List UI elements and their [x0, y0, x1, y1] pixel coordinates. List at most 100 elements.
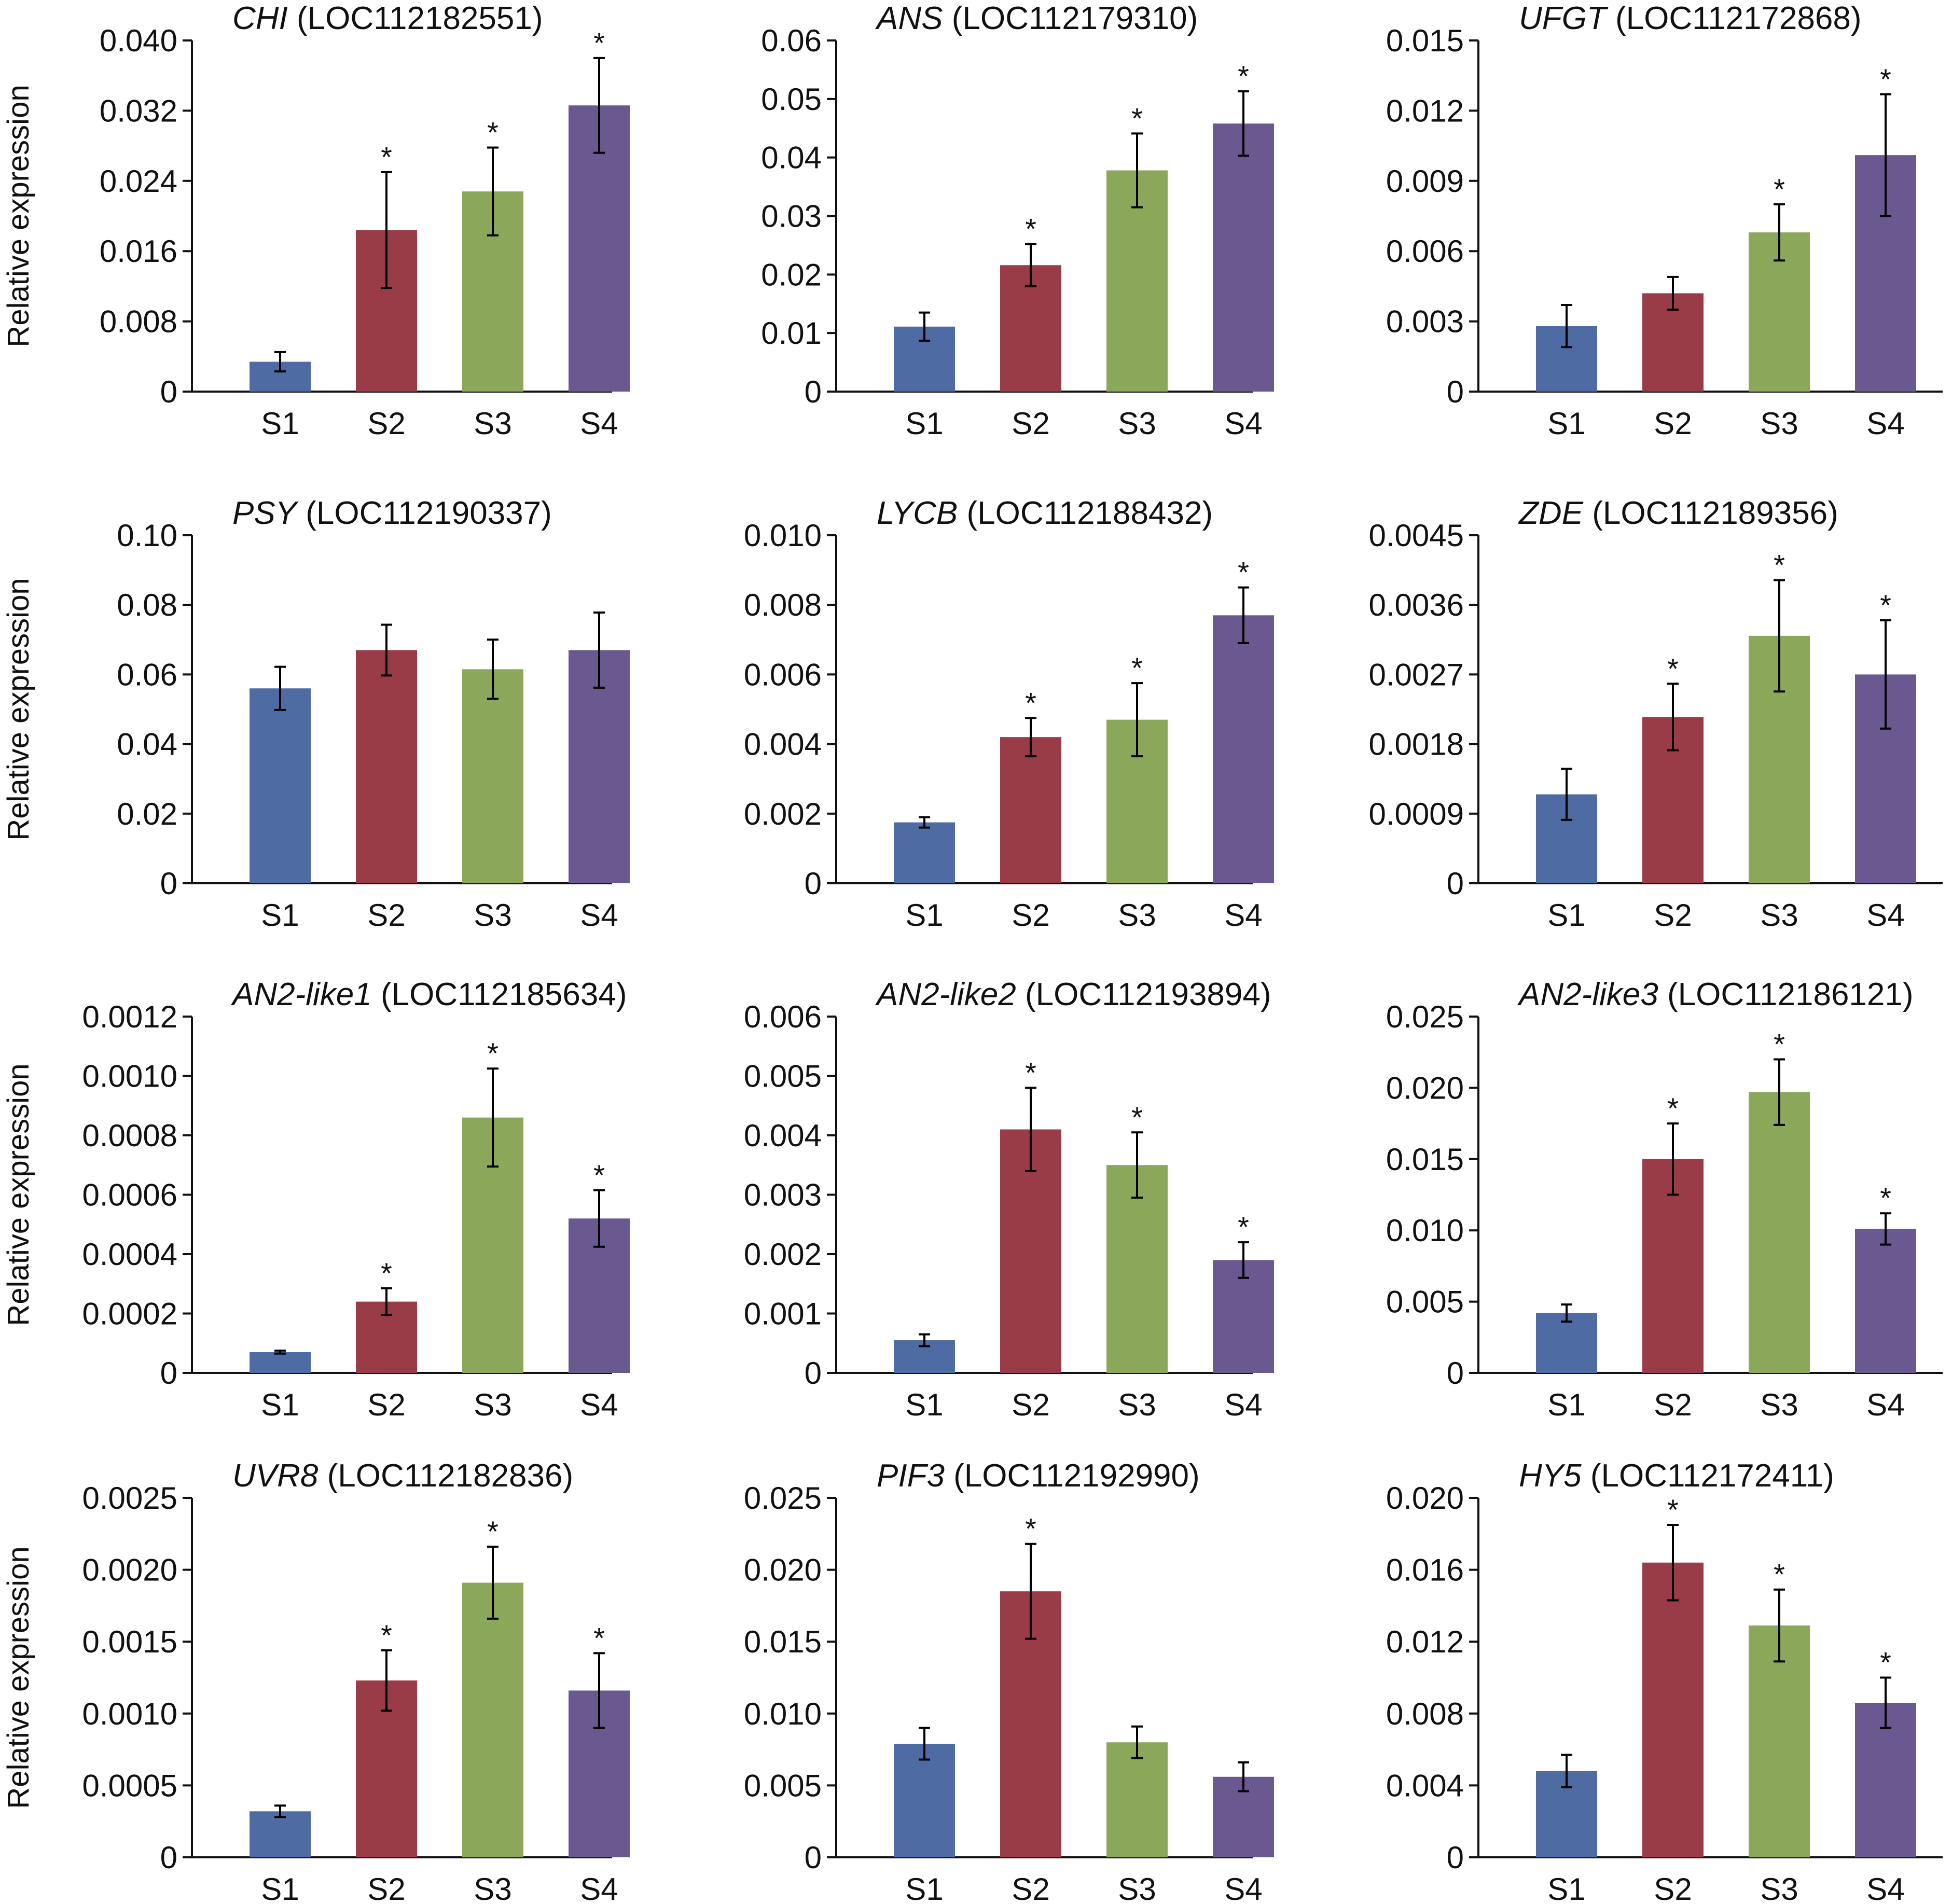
- bar-s2: [356, 650, 417, 883]
- bar-s3: [1749, 1625, 1810, 1857]
- x-tick-label: S4: [1224, 898, 1262, 933]
- significance-marker: *: [1774, 1558, 1785, 1591]
- y-tick-label: 0.0010: [82, 1059, 177, 1094]
- bar-s4: [1213, 615, 1274, 883]
- chart-title: PSY (LOC112190337): [232, 495, 552, 531]
- significance-marker: *: [1880, 1182, 1891, 1214]
- significance-marker: *: [1025, 686, 1036, 719]
- y-tick-label: 0.05: [761, 82, 822, 117]
- y-tick-label: 0.0004: [82, 1237, 177, 1272]
- chart-title-locus: (LOC112190337): [297, 495, 552, 531]
- chart-title: LYCB (LOC112188432): [877, 495, 1213, 531]
- y-tick-label: 0.0036: [1368, 588, 1464, 622]
- x-tick-label: S4: [580, 1872, 618, 1904]
- chart-panel-an2-like1: AN2-like1 (LOC112185634) Relative express…: [2, 977, 630, 1422]
- significance-marker: *: [1774, 1027, 1785, 1060]
- y-tick-label: 0.08: [117, 588, 177, 622]
- x-tick-label: S2: [1654, 1872, 1692, 1904]
- y-tick-label: 0.012: [1386, 93, 1464, 128]
- chart-title-gene: PIF3: [877, 1458, 945, 1494]
- x-tick-label: S1: [1547, 898, 1585, 933]
- x-tick-label: S2: [1012, 1387, 1049, 1422]
- significance-marker: *: [1238, 556, 1249, 589]
- y-tick-label: 0.016: [1386, 1553, 1464, 1588]
- x-tick-label: S3: [1760, 1872, 1798, 1904]
- x-tick-label: S1: [905, 1387, 943, 1422]
- y-tick-label: 0.001: [744, 1297, 822, 1331]
- x-tick-label: S4: [1866, 1872, 1904, 1904]
- y-tick-label: 0.06: [761, 23, 822, 58]
- y-tick-label: 0.010: [744, 1697, 822, 1731]
- x-tick-label: S2: [367, 1872, 405, 1904]
- y-tick-label: 0.0020: [82, 1553, 177, 1588]
- y-tick-label: 0.020: [1386, 1481, 1464, 1516]
- chart-title: HY5 (LOC112172411): [1519, 1458, 1834, 1494]
- y-tick-label: 0.0008: [82, 1118, 177, 1153]
- x-tick-label: S3: [1118, 1387, 1156, 1422]
- chart-panel-psy: PSY (LOC112190337) Relative expression 0 0.…: [2, 495, 630, 933]
- y-tick-label: 0.015: [1386, 23, 1464, 58]
- x-tick-label: S2: [367, 406, 405, 441]
- x-tick-label: S1: [261, 406, 299, 441]
- x-tick-label: S2: [1012, 1872, 1049, 1904]
- x-tick-label: S3: [474, 898, 511, 933]
- x-tick-label: S3: [474, 406, 511, 441]
- chart-panel-ufgt: UFGT (LOC112172868) 0 0.003 0.006 0.009 0.012…: [1386, 1, 1943, 441]
- significance-marker: *: [381, 1619, 392, 1651]
- y-tick-label: 0.01: [761, 316, 822, 351]
- chart-title-gene: HY5: [1519, 1458, 1582, 1494]
- chart-title-gene: AN2-like1: [230, 977, 372, 1012]
- y-tick-label: 0.0015: [82, 1624, 177, 1659]
- significance-marker: *: [487, 1515, 499, 1548]
- bar-s1: [894, 1744, 955, 1857]
- chart-title: AN2-like3 (LOC112186121): [1517, 977, 1914, 1012]
- significance-marker: *: [1238, 1211, 1249, 1243]
- y-tick-label: 0: [1447, 1356, 1464, 1391]
- x-tick-label: S4: [1866, 406, 1904, 441]
- x-tick-label: S2: [1012, 898, 1049, 933]
- bar-s4: [1855, 1229, 1916, 1373]
- chart-title: AN2-like2 (LOC112193894): [875, 977, 1271, 1012]
- x-tick-label: S1: [261, 1872, 299, 1904]
- y-axis-label: Relative expression: [2, 1546, 35, 1809]
- x-tick-label: S2: [1654, 1387, 1692, 1422]
- bar-s1: [250, 1352, 311, 1373]
- significance-marker: *: [1131, 651, 1143, 684]
- y-tick-label: 0.0005: [82, 1768, 177, 1803]
- x-tick-label: S4: [580, 1387, 618, 1422]
- bar-s3: [1106, 1742, 1168, 1857]
- x-tick-label: S1: [905, 406, 943, 441]
- chart-panel-hy5: HY5 (LOC112172411) 0 0.004 0.008 0.012 0.016 0…: [1386, 1458, 1943, 1904]
- y-tick-label: 0.040: [100, 23, 177, 58]
- chart-title-gene: ZDE: [1518, 495, 1584, 531]
- chart-panel-zde: ZDE (LOC112189356) 0 0.0009 0.0018 0.0027 0.0…: [1368, 495, 1943, 933]
- y-tick-label: 0.04: [117, 727, 177, 762]
- x-tick-label: S2: [1654, 406, 1692, 441]
- chart-title: ZDE (LOC112189356): [1518, 495, 1838, 531]
- x-tick-label: S1: [1547, 1872, 1585, 1904]
- y-tick-label: 0: [805, 1356, 822, 1391]
- y-tick-label: 0.025: [1386, 999, 1464, 1034]
- chart-title-locus: (LOC112193894): [1016, 977, 1271, 1012]
- y-tick-label: 0.008: [1386, 1697, 1464, 1731]
- chart-title-locus: (LOC112185634): [372, 977, 627, 1012]
- y-tick-label: 0: [160, 1840, 177, 1875]
- y-tick-label: 0.024: [100, 164, 177, 199]
- significance-marker: *: [593, 1621, 605, 1654]
- y-tick-label: 0.10: [117, 518, 177, 553]
- y-tick-label: 0.016: [100, 234, 177, 269]
- x-tick-label: S4: [1224, 406, 1262, 441]
- y-tick-label: 0.0018: [1368, 727, 1464, 762]
- y-tick-label: 0.015: [1386, 1142, 1464, 1177]
- y-tick-label: 0.009: [1386, 164, 1464, 199]
- y-tick-label: 0.02: [117, 797, 177, 831]
- x-tick-label: S4: [1866, 898, 1904, 933]
- y-tick-label: 0.003: [1386, 304, 1464, 339]
- chart-title-gene: CHI: [232, 1, 288, 36]
- bar-s3: [1106, 1165, 1168, 1373]
- x-tick-label: S4: [580, 406, 618, 441]
- y-tick-label: 0.025: [744, 1481, 822, 1516]
- y-tick-label: 0.020: [744, 1553, 822, 1588]
- y-tick-label: 0.004: [744, 727, 822, 762]
- chart-title: UVR8 (LOC112182836): [232, 1458, 573, 1494]
